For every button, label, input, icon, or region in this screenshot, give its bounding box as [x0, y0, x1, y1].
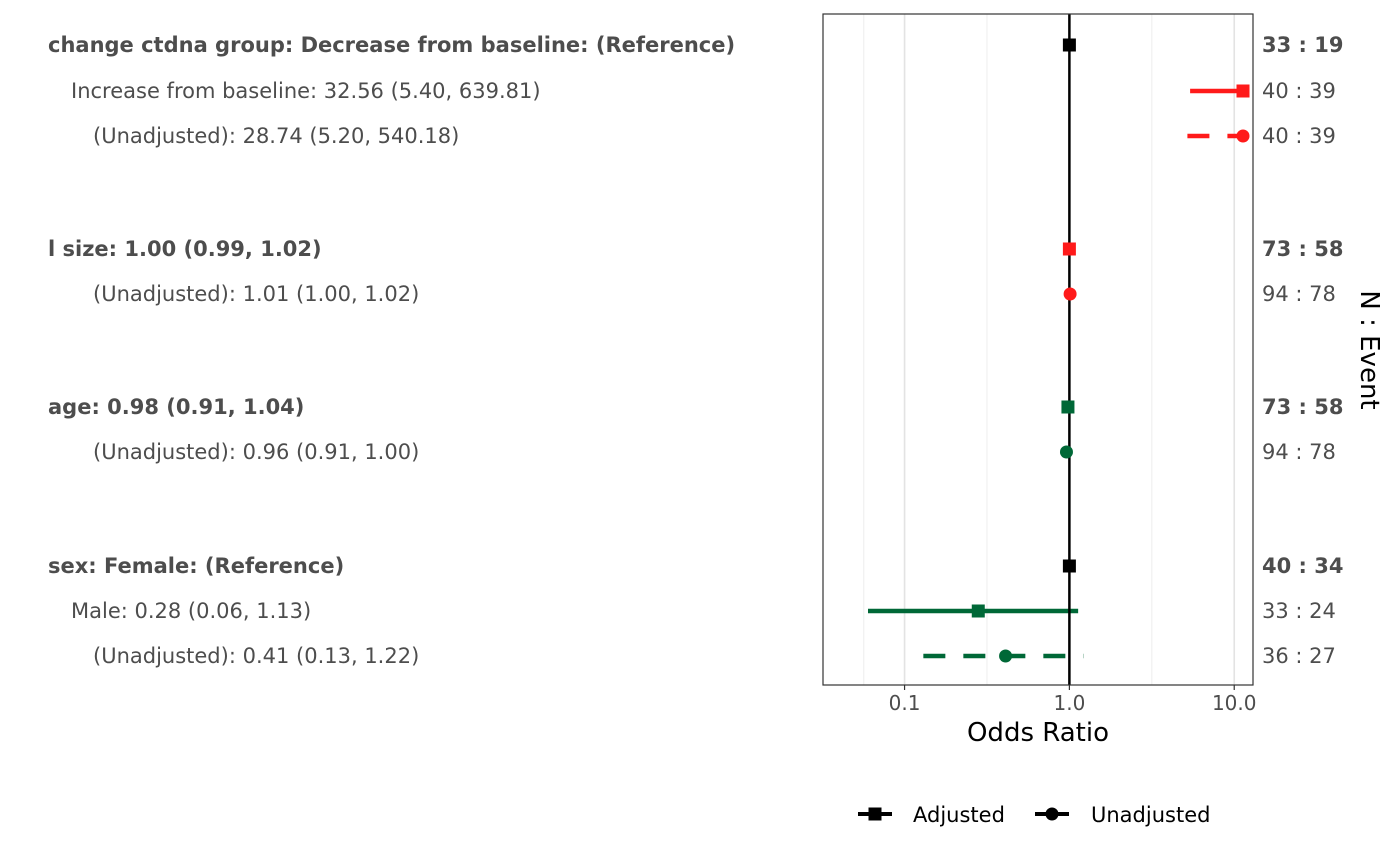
row-label: (Unadjusted): 0.96 (0.91, 1.00): [93, 440, 419, 464]
n-event-label: 33 : 24: [1262, 599, 1336, 623]
n-event-label: 73 : 58: [1262, 237, 1343, 261]
point-estimates: [971, 38, 1250, 663]
estimate-square: [1062, 242, 1076, 256]
x-axis-title: Odds Ratio: [967, 718, 1109, 748]
estimate-square: [1061, 400, 1075, 414]
tick-label: 0.1: [889, 691, 921, 715]
estimate-circle: [1236, 129, 1250, 143]
row-label: age: 0.98 (0.91, 1.04): [48, 395, 304, 419]
legend: Adjusted Unadjusted: [858, 803, 1210, 827]
plot-panel-border: [822, 13, 1254, 686]
row-label: change ctdna group: Decrease from baseli…: [48, 33, 735, 57]
row-label: (Unadjusted): 0.41 (0.13, 1.22): [93, 644, 419, 668]
estimate-circle: [1063, 287, 1077, 301]
legend-label: Adjusted: [913, 803, 1005, 827]
grid-lines: [863, 14, 1236, 685]
tick-label: 1.0: [1053, 691, 1085, 715]
estimate-square: [1236, 84, 1250, 98]
x-axis-ticks: 0.1 1.0 10.0: [889, 685, 1257, 715]
legend-circle-icon: [1045, 807, 1059, 821]
row-label: l size: 1.00 (0.99, 1.02): [48, 237, 322, 261]
estimate-circle: [1059, 445, 1073, 459]
tick-label: 10.0: [1212, 691, 1257, 715]
row-label: (Unadjusted): 1.01 (1.00, 1.02): [93, 282, 419, 306]
row-label: Increase from baseline: 32.56 (5.40, 639…: [71, 79, 541, 103]
legend-square-icon: [868, 807, 882, 821]
n-event-label: 33 : 19: [1262, 33, 1343, 57]
confidence-intervals: [867, 88, 1243, 659]
n-event-label: 94 : 78: [1262, 440, 1336, 464]
n-event-label: 73 : 58: [1262, 395, 1343, 419]
n-event-label: 40 : 39: [1262, 79, 1336, 103]
estimate-square: [971, 604, 985, 618]
n-event-labels: 33 : 19 40 : 39 40 : 39 73 : 58 94 : 78 73 : …: [1262, 33, 1343, 668]
estimate-square: [1062, 38, 1076, 52]
right-axis-title: N : Event: [1354, 290, 1384, 409]
row-labels: change ctdna group: Decrease from baseli…: [48, 33, 735, 668]
row-label: (Unadjusted): 28.74 (5.20, 540.18): [93, 124, 459, 148]
n-event-label: 36 : 27: [1262, 644, 1336, 668]
estimate-circle: [999, 649, 1013, 663]
row-label: sex: Female: (Reference): [48, 554, 344, 578]
estimate-square: [1062, 559, 1076, 573]
legend-label: Unadjusted: [1091, 803, 1210, 827]
n-event-label: 40 : 39: [1262, 124, 1336, 148]
n-event-label: 40 : 34: [1262, 554, 1343, 578]
n-event-label: 94 : 78: [1262, 282, 1336, 306]
row-label: Male: 0.28 (0.06, 1.13): [71, 599, 311, 623]
